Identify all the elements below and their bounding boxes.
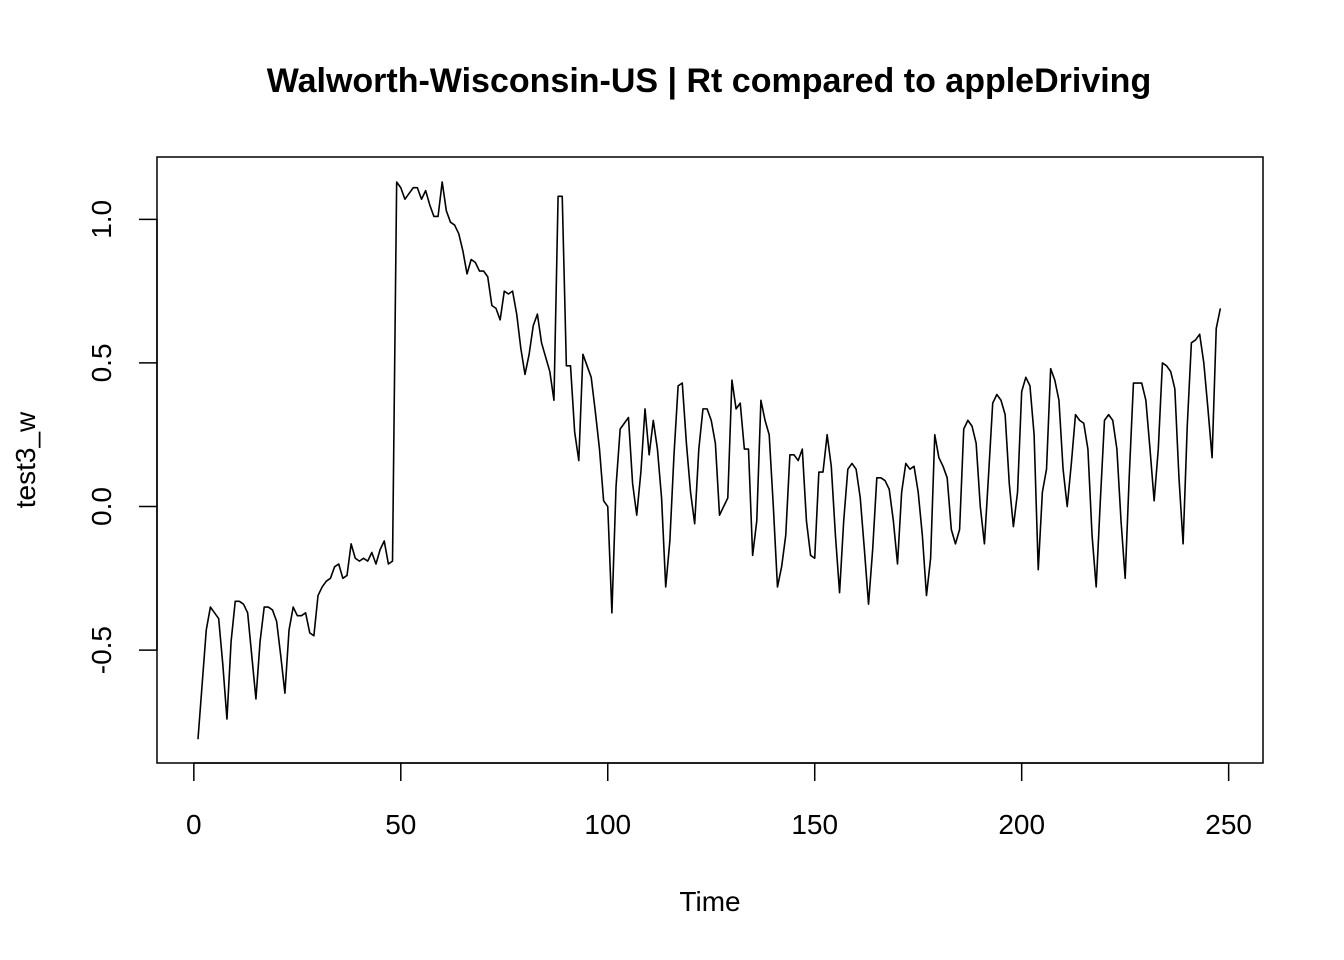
x-tick-label: 100 [584,809,631,840]
x-tick-label: 250 [1205,809,1252,840]
chart-title: Walworth-Wisconsin-US | Rt compared to a… [267,62,1151,100]
y-tick-label: 0.0 [86,487,117,526]
x-tick-label: 50 [385,809,416,840]
x-tick-label: 200 [998,809,1045,840]
y-axis-label: test3_w [10,411,41,508]
y-axis: -0.5 0.0 0.5 1.0 [86,200,158,674]
x-axis-label: Time [679,886,740,917]
plot-frame [156,156,1264,764]
series-line [197,181,1222,740]
x-tick-label: 150 [791,809,838,840]
y-tick-label: 0.5 [86,343,117,382]
x-axis: 0 50 100 150 200 250 [186,762,1252,840]
y-tick-label: 1.0 [86,200,117,239]
y-tick-label: -0.5 [86,626,117,674]
x-tick-label: 0 [186,809,202,840]
